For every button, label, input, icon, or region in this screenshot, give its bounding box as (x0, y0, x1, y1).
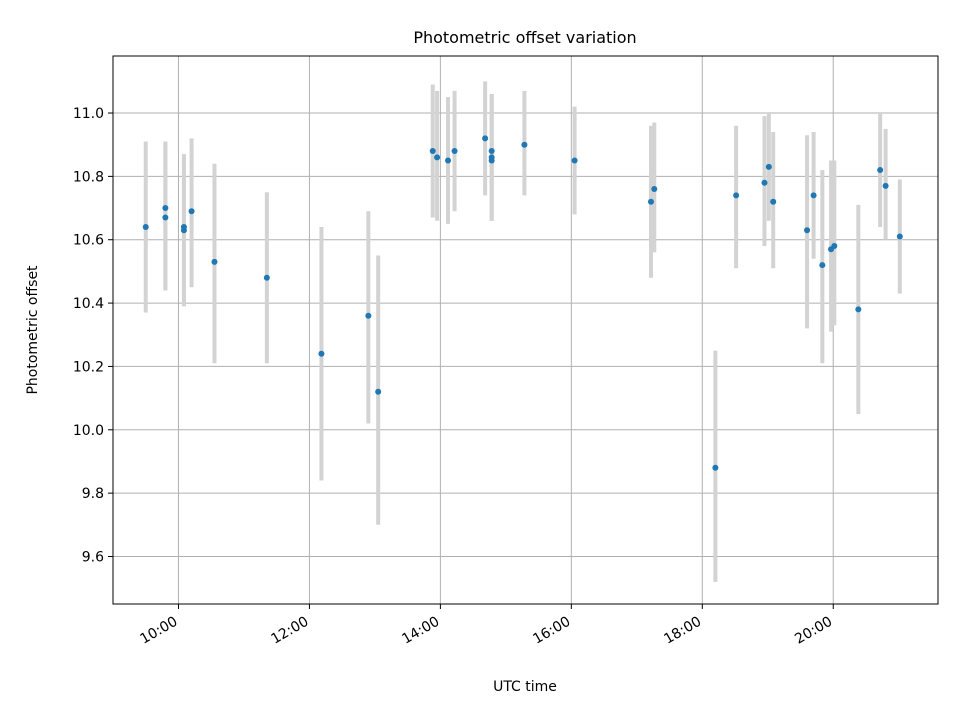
data-point (445, 157, 452, 164)
x-tick-label: 18:00 (661, 614, 704, 648)
data-point (365, 312, 372, 319)
y-tick-label: 10.4 (73, 296, 104, 312)
y-tick-label: 10.2 (73, 359, 104, 375)
data-point (651, 186, 658, 193)
data-point (180, 227, 187, 234)
data-point (877, 167, 884, 174)
chart-title: Photometric offset variation (413, 28, 636, 47)
error-bars (143, 81, 902, 582)
data-point (765, 163, 772, 170)
y-tick-label: 9.8 (82, 486, 104, 502)
data-point (733, 192, 740, 199)
x-tick-label: 20:00 (792, 614, 835, 648)
data-point (211, 258, 218, 265)
y-tick-label: 10.8 (73, 169, 104, 185)
data-point (647, 198, 654, 205)
data-point (488, 148, 495, 155)
data-point (434, 154, 441, 161)
data-point (521, 141, 528, 148)
data-point (770, 198, 777, 205)
data-point (804, 227, 811, 234)
data-point (810, 192, 817, 199)
y-axis-label: Photometric offset (25, 265, 41, 395)
x-tick-label: 12:00 (268, 614, 311, 648)
x-axis-label: UTC time (493, 679, 557, 695)
data-point (571, 157, 578, 164)
data-point (429, 148, 436, 155)
y-tick-label: 10.0 (73, 423, 104, 439)
data-point (855, 306, 862, 313)
data-point (375, 388, 382, 395)
data-point (162, 214, 169, 221)
y-tick-label: 10.6 (73, 233, 104, 249)
x-tick-label: 14:00 (399, 614, 442, 648)
data-points (142, 135, 903, 471)
data-point (488, 157, 495, 164)
data-point (188, 208, 195, 215)
data-point (882, 182, 889, 189)
y-tick-label: 11.0 (73, 106, 104, 122)
data-point (318, 350, 325, 357)
data-point (263, 274, 270, 281)
data-point (831, 243, 838, 250)
data-point (761, 179, 768, 186)
data-point (142, 224, 149, 231)
plot-area-frame (112, 55, 939, 605)
data-point (896, 233, 903, 240)
x-tick-label: 10:00 (138, 614, 181, 648)
data-point (819, 262, 826, 269)
data-point (162, 205, 169, 212)
y-tick-label: 9.6 (82, 549, 104, 565)
data-point (482, 135, 489, 142)
data-point (712, 464, 719, 471)
x-tick-label: 16:00 (530, 614, 573, 648)
data-point (451, 148, 458, 155)
